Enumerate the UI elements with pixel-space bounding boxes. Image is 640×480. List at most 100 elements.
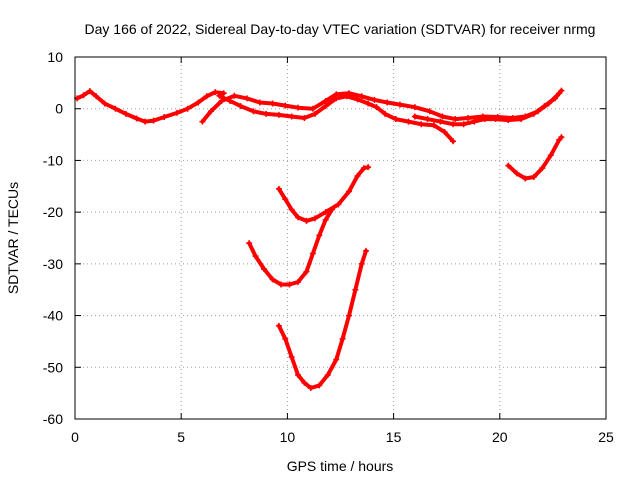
data-series <box>74 87 565 391</box>
data-point <box>252 253 259 260</box>
data-point <box>286 281 293 288</box>
data-point <box>322 209 329 216</box>
data-point <box>464 115 471 122</box>
data-point <box>522 175 529 182</box>
data-point <box>161 113 168 120</box>
data-point <box>343 93 350 100</box>
data-point <box>309 105 316 112</box>
data-point <box>288 353 295 360</box>
series-line <box>200 91 562 124</box>
data-point <box>439 113 446 120</box>
data-point <box>142 118 149 125</box>
data-point <box>216 92 223 99</box>
data-point <box>133 115 140 122</box>
data-point <box>93 93 100 100</box>
data-point <box>282 196 289 203</box>
data-point <box>558 134 565 141</box>
y-tick-label: -20 <box>43 204 63 220</box>
data-point <box>322 103 329 110</box>
y-axis-label: SDTVAR / TECUs <box>5 182 21 294</box>
data-point <box>237 103 244 110</box>
series-line <box>276 248 368 390</box>
data-point <box>384 99 391 106</box>
data-point <box>430 122 437 129</box>
data-point <box>278 281 285 288</box>
data-point <box>261 266 268 273</box>
data-point <box>492 116 499 123</box>
data-point <box>418 121 425 128</box>
data-point <box>424 116 431 123</box>
data-point <box>322 216 329 223</box>
data-point <box>392 116 399 123</box>
data-point <box>505 117 512 124</box>
data-point <box>358 93 365 100</box>
x-tick-label: 15 <box>386 429 402 445</box>
data-point <box>333 95 340 102</box>
data-point <box>358 260 365 267</box>
grid-lines <box>75 57 606 419</box>
series-track-8 <box>505 134 565 182</box>
data-point <box>460 121 467 128</box>
data-point <box>80 92 87 99</box>
x-tick-label: 5 <box>177 429 185 445</box>
data-point <box>275 111 282 118</box>
data-point <box>301 379 308 386</box>
data-point <box>316 382 323 389</box>
y-tick-label: -60 <box>43 411 63 427</box>
axis-ticks: 0 5 10 15 20 25 -60 -50 -40 -30 -20 -10 0 10 <box>43 49 614 445</box>
data-point <box>333 356 340 363</box>
data-point <box>269 276 276 283</box>
data-point <box>195 99 202 106</box>
series-line <box>247 207 334 287</box>
data-point <box>295 214 302 221</box>
y-tick-label: -40 <box>43 308 63 324</box>
series-track-3 <box>216 92 457 145</box>
data-point <box>122 110 129 117</box>
data-point <box>382 110 389 117</box>
data-point <box>362 247 369 254</box>
x-tick-label: 25 <box>598 429 614 445</box>
data-point <box>354 172 361 179</box>
series-line <box>217 93 456 144</box>
data-point <box>316 232 323 239</box>
data-point <box>405 118 412 125</box>
data-point <box>86 88 93 95</box>
data-point <box>231 92 238 99</box>
data-point <box>288 113 295 120</box>
data-point <box>150 117 157 124</box>
data-point <box>220 90 227 97</box>
data-point <box>437 118 444 125</box>
data-point <box>335 201 342 208</box>
data-point <box>101 100 108 107</box>
data-point <box>184 105 191 112</box>
data-point <box>282 102 289 109</box>
data-point <box>411 104 418 111</box>
data-point <box>256 99 263 106</box>
data-point <box>530 110 537 117</box>
x-tick-label: 0 <box>71 429 79 445</box>
data-point <box>450 121 457 128</box>
x-tick-label: 20 <box>492 429 508 445</box>
data-point <box>441 128 448 135</box>
chart-title: Day 166 of 2022, Sidereal Day-to-day VTE… <box>85 21 596 37</box>
data-point <box>339 335 346 342</box>
data-point <box>303 217 310 224</box>
data-point <box>365 164 372 171</box>
data-point <box>452 116 459 123</box>
data-point <box>244 95 251 102</box>
data-point <box>530 173 537 180</box>
data-point <box>352 286 359 293</box>
data-point <box>345 312 352 319</box>
data-point <box>112 105 119 112</box>
series-line <box>506 135 564 181</box>
data-point <box>275 322 282 329</box>
data-point <box>275 185 282 192</box>
y-tick-label: 0 <box>55 101 63 117</box>
data-point <box>426 108 433 115</box>
y-tick-label: -10 <box>43 152 63 168</box>
data-point <box>263 110 270 117</box>
series-track-4 <box>411 87 565 128</box>
data-point <box>312 110 319 117</box>
series-track-5 <box>275 164 372 224</box>
